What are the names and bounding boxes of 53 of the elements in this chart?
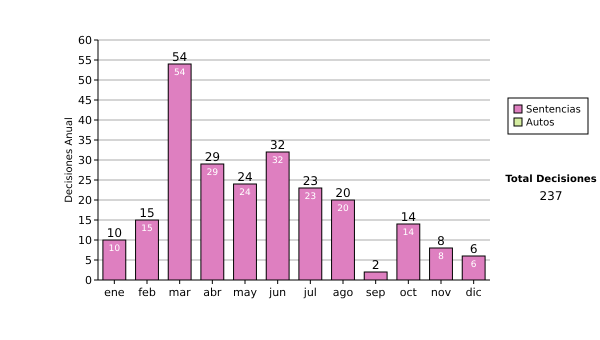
data-label: 14 bbox=[402, 228, 414, 238]
data-label: 8 bbox=[438, 252, 444, 262]
total-label: 6 bbox=[470, 242, 478, 256]
total-label: 20 bbox=[335, 186, 351, 200]
x-tick-label: dic bbox=[466, 286, 482, 299]
y-tick-label: 60 bbox=[78, 34, 92, 47]
y-axis-title: Decisiones Anual bbox=[64, 117, 75, 203]
y-tick-label: 45 bbox=[78, 94, 92, 107]
total-label: 54 bbox=[172, 50, 188, 64]
total-label: 29 bbox=[204, 150, 220, 164]
x-tick-label: jun bbox=[268, 286, 286, 299]
x-tick-label: jul bbox=[302, 286, 317, 299]
y-tick-label: 50 bbox=[78, 74, 92, 87]
data-label: 10 bbox=[108, 244, 120, 254]
text: 237 bbox=[540, 189, 562, 203]
y-tick-label: 20 bbox=[78, 194, 92, 207]
x-tick-label: feb bbox=[138, 286, 156, 299]
total-label: 32 bbox=[270, 138, 286, 152]
y-tick-label: 30 bbox=[78, 154, 92, 167]
x-tick-label: sep bbox=[366, 286, 386, 299]
total-label: 24 bbox=[237, 170, 253, 184]
total-label: 10 bbox=[106, 226, 122, 240]
total-label: 14 bbox=[400, 210, 416, 224]
data-label: 23 bbox=[304, 192, 316, 202]
x-tick-label: mar bbox=[168, 286, 192, 299]
total-label: 23 bbox=[302, 174, 318, 188]
total-label: 15 bbox=[139, 206, 155, 220]
data-label: 32 bbox=[272, 156, 284, 166]
y-tick-label: 10 bbox=[78, 234, 92, 247]
data-label: 15 bbox=[141, 224, 153, 234]
legend-label: Sentencias bbox=[526, 104, 581, 116]
y-tick-label: 55 bbox=[78, 54, 92, 67]
x-tick-label: oct bbox=[400, 286, 418, 299]
total-label: 8 bbox=[437, 234, 445, 248]
x-tick-label: may bbox=[233, 286, 258, 299]
y-tick-label: 25 bbox=[78, 174, 92, 187]
x-tick-label: abr bbox=[203, 286, 222, 299]
y-tick-label: 5 bbox=[85, 254, 92, 267]
data-label: 29 bbox=[206, 168, 218, 178]
data-label: 24 bbox=[239, 188, 251, 198]
legend-label: Autos bbox=[526, 118, 554, 128]
x-tick-label: nov bbox=[430, 286, 452, 299]
text: Total Decisiones bbox=[505, 174, 597, 185]
y-tick-label: 15 bbox=[78, 214, 92, 227]
y-tick-label: 35 bbox=[78, 134, 92, 147]
data-label: 54 bbox=[174, 68, 186, 78]
y-tick-label: 0 bbox=[85, 274, 92, 287]
data-label: 20 bbox=[337, 204, 349, 214]
data-label: 6 bbox=[470, 260, 477, 270]
x-tick-label: ago bbox=[332, 286, 354, 299]
x-tick-label: ene bbox=[104, 286, 125, 299]
total-label: 2 bbox=[372, 258, 380, 272]
y-tick-label: 40 bbox=[78, 114, 92, 127]
